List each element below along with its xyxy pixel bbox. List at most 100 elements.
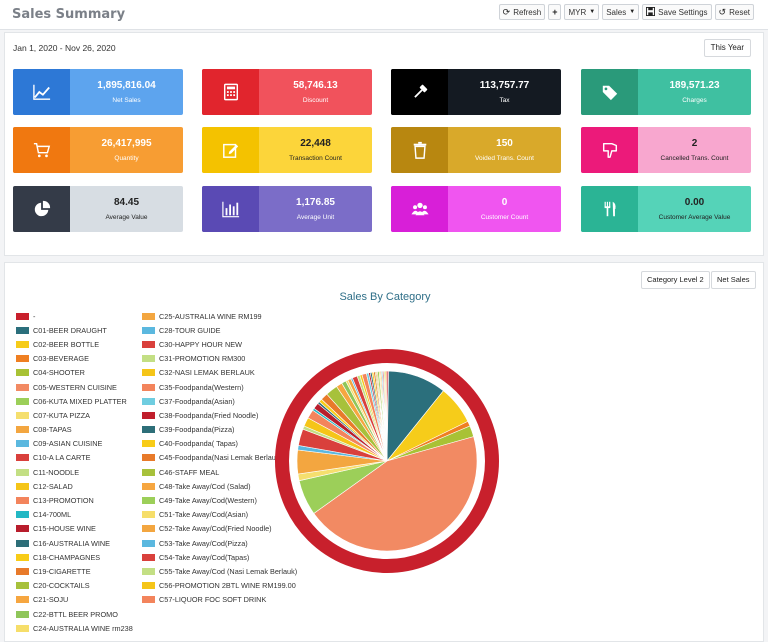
legend-label: C12-SALAD bbox=[33, 481, 73, 491]
legend-item[interactable]: C07-KUTA PIZZA bbox=[16, 408, 133, 422]
legend-item[interactable]: C14-700ML bbox=[16, 508, 133, 522]
kpi-label: Discount bbox=[302, 97, 329, 104]
legend-item[interactable]: C21-SOJU bbox=[16, 593, 133, 607]
chart-legend-right: C25-AUSTRALIA WINE RM199 C28-TOUR GUIDE C3… bbox=[142, 309, 297, 607]
legend-item[interactable]: C11-NOODLE bbox=[16, 465, 133, 479]
legend-item[interactable]: C03-BEVERAGE bbox=[16, 352, 133, 366]
legend-swatch bbox=[16, 340, 29, 348]
kpi-value: 113,757.77 bbox=[479, 80, 530, 91]
pie-chart-icon bbox=[13, 186, 70, 232]
legend-item[interactable]: C46-STAFF MEAL bbox=[142, 465, 297, 479]
legend-item[interactable]: C13-PROMOTION bbox=[16, 493, 133, 507]
legend-item[interactable]: C39-Foodpanda(Pizza) bbox=[142, 423, 297, 437]
legend-swatch bbox=[16, 468, 29, 476]
legend-item[interactable]: - bbox=[16, 309, 133, 323]
legend-item[interactable]: C06-KUTA MIXED PLATTER bbox=[16, 394, 133, 408]
legend-label: C06-KUTA MIXED PLATTER bbox=[33, 396, 127, 406]
legend-item[interactable]: C51-Take Away/Cod(Asian) bbox=[142, 508, 297, 522]
toolbar: ⟳ Refresh + MYR ▼ Sales ▼ Save Settings bbox=[498, 4, 754, 20]
reset-label: Reset bbox=[729, 7, 750, 17]
save-settings-button[interactable]: Save Settings bbox=[642, 4, 712, 20]
legend-swatch bbox=[142, 383, 155, 391]
legend-item[interactable]: C40-Foodpanda( Tapas) bbox=[142, 437, 297, 451]
sales-by-category-pie-chart[interactable] bbox=[267, 341, 507, 581]
add-button[interactable]: + bbox=[548, 4, 562, 20]
legend-item[interactable]: C35-Foodpanda(Western) bbox=[142, 380, 297, 394]
page-title: Sales Summary bbox=[12, 7, 126, 22]
legend-label: C02-BEER BOTTLE bbox=[33, 339, 100, 349]
legend-label: C14-700ML bbox=[33, 510, 72, 520]
legend-item[interactable]: C49-Take Away/Cod(Western) bbox=[142, 493, 297, 507]
legend-item[interactable]: C57-LIQUOR FOC SOFT DRINK bbox=[142, 593, 297, 607]
legend-swatch bbox=[16, 383, 29, 391]
chart-legend-left: - C01-BEER DRAUGHT C02-BEER BOTTLE C03-BEVE… bbox=[16, 309, 133, 635]
legend-swatch bbox=[142, 511, 155, 519]
legend-item[interactable]: C32-NASI LEMAK BERLAUK bbox=[142, 366, 297, 380]
legend-item[interactable]: C28-TOUR GUIDE bbox=[142, 323, 297, 337]
refresh-button[interactable]: ⟳ Refresh bbox=[498, 4, 546, 20]
legend-item[interactable]: C48-Take Away/Cod (Salad) bbox=[142, 479, 297, 493]
legend-item[interactable]: C37-Foodpanda(Asian) bbox=[142, 394, 297, 408]
legend-item[interactable]: C22-BTTL BEER PROMO bbox=[16, 607, 133, 621]
legend-item[interactable]: C18-CHAMPAGNES bbox=[16, 550, 133, 564]
kpi-value: 22,448 bbox=[300, 138, 331, 149]
legend-item[interactable]: C55-Take Away/Cod (Nasi Lemak Berlauk) bbox=[142, 564, 297, 578]
legend-swatch bbox=[142, 369, 155, 377]
legend-item[interactable]: C24-AUSTRALIA WINE rm238 bbox=[16, 621, 133, 635]
sales-dropdown[interactable]: Sales ▼ bbox=[602, 4, 640, 20]
legend-label: C08-TAPAS bbox=[33, 425, 72, 435]
date-range-picker[interactable]: Jan 1, 2020 - Nov 26, 2020 bbox=[13, 43, 116, 53]
legend-item[interactable]: C01-BEER DRAUGHT bbox=[16, 323, 133, 337]
chart-title: Sales By Category bbox=[339, 291, 431, 303]
legend-label: C20-COCKTAILS bbox=[33, 581, 90, 591]
kpi-label: Cancelled Trans. Count bbox=[660, 155, 729, 162]
legend-item[interactable]: C15-HOUSE WINE bbox=[16, 522, 133, 536]
reset-button[interactable]: ↺ Reset bbox=[714, 4, 754, 20]
category-level-dropdown[interactable]: Category Level 2 bbox=[641, 271, 710, 289]
legend-label: C10-A LA CARTE bbox=[33, 453, 91, 463]
refresh-label: Refresh bbox=[513, 7, 542, 17]
kpi-card-customer-average-value: 0.00 Customer Average Value bbox=[581, 186, 751, 232]
tags-icon bbox=[581, 69, 638, 115]
calculator-icon bbox=[202, 69, 259, 115]
legend-item[interactable]: C25-AUSTRALIA WINE RM199 bbox=[142, 309, 297, 323]
legend-item[interactable]: C56-PROMOTION 2BTL WINE RM199.00 bbox=[142, 579, 297, 593]
kpi-card-average-value: 84.45 Average Value bbox=[13, 186, 183, 232]
legend-label: C21-SOJU bbox=[33, 595, 69, 605]
legend-item[interactable]: C31-PROMOTION RM300 bbox=[142, 352, 297, 366]
net-sales-dropdown[interactable]: Net Sales bbox=[711, 271, 756, 289]
legend-item[interactable]: C04-SHOOTER bbox=[16, 366, 133, 380]
legend-swatch bbox=[142, 525, 155, 533]
legend-item[interactable]: C45-Foodpanda(Nasi Lemak Berlauk) bbox=[142, 451, 297, 465]
legend-item[interactable]: C30-HAPPY HOUR NEW bbox=[142, 337, 297, 351]
legend-item[interactable]: C38-Foodpanda(Fried Noodle) bbox=[142, 408, 297, 422]
legend-item[interactable]: C16-AUSTRALIA WINE bbox=[16, 536, 133, 550]
legend-item[interactable]: C54-Take Away/Cod(Tapas) bbox=[142, 550, 297, 564]
legend-item[interactable]: C10-A LA CARTE bbox=[16, 451, 133, 465]
legend-swatch bbox=[142, 582, 155, 590]
kpi-card-quantity: 26,417,995 Quantity bbox=[13, 127, 183, 173]
legend-item[interactable]: C19-CIGARETTE bbox=[16, 564, 133, 578]
this-year-button[interactable]: This Year bbox=[703, 39, 751, 57]
legend-item[interactable]: C53-Take Away/Cod(Pizza) bbox=[142, 536, 297, 550]
currency-dropdown[interactable]: MYR ▼ bbox=[564, 4, 600, 20]
legend-swatch bbox=[16, 440, 29, 448]
legend-label: C56-PROMOTION 2BTL WINE RM199.00 bbox=[159, 581, 296, 591]
legend-label: C01-BEER DRAUGHT bbox=[33, 325, 107, 335]
legend-item[interactable]: C20-COCKTAILS bbox=[16, 579, 133, 593]
kpi-value: 0.00 bbox=[684, 197, 705, 208]
legend-item[interactable]: C02-BEER BOTTLE bbox=[16, 337, 133, 351]
kpi-value: 1,895,816.04 bbox=[97, 80, 156, 91]
legend-item[interactable]: C12-SALAD bbox=[16, 479, 133, 493]
kpi-label: Quantity bbox=[114, 155, 139, 162]
kpi-value: 0 bbox=[501, 197, 508, 208]
legend-item[interactable]: C09-ASIAN CUISINE bbox=[16, 437, 133, 451]
kpi-value: 26,417,995 bbox=[101, 138, 152, 149]
legend-item[interactable]: C05-WESTERN CUISINE bbox=[16, 380, 133, 394]
kpi-card-transaction-count: 22,448 Transaction Count bbox=[202, 127, 372, 173]
legend-item[interactable]: C52-Take Away/Cod(Fried Noodle) bbox=[142, 522, 297, 536]
kpi-card-net-sales: 1,895,816.04 Net Sales bbox=[13, 69, 183, 115]
legend-item[interactable]: C08-TAPAS bbox=[16, 423, 133, 437]
legend-swatch bbox=[142, 426, 155, 434]
legend-swatch bbox=[16, 511, 29, 519]
